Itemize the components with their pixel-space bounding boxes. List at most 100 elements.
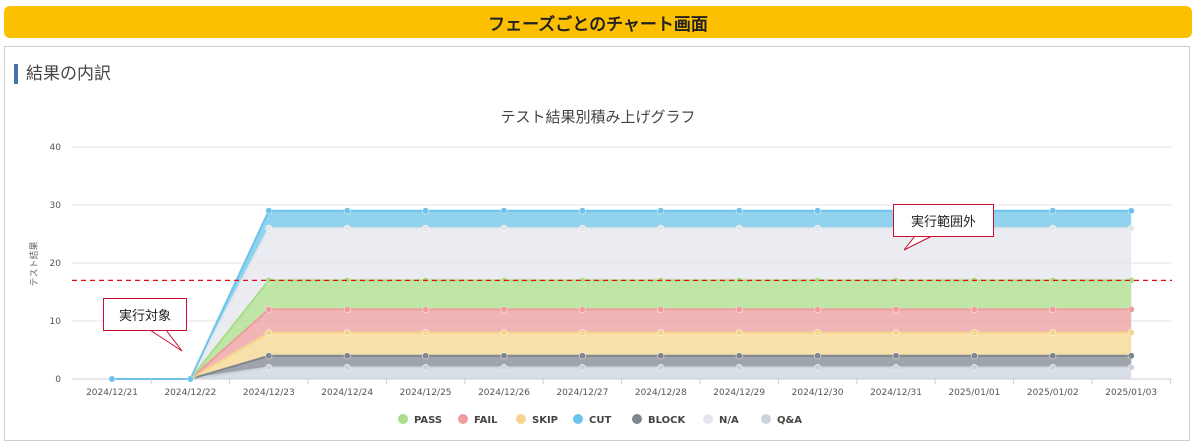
legend-marker-na	[703, 414, 713, 424]
section-title: 結果の内訳	[14, 64, 111, 84]
y-tick-label: 0	[55, 375, 61, 385]
page-banner: フェーズごとのチャート画面	[4, 6, 1192, 38]
data-point-fail	[657, 305, 665, 313]
data-point-qa	[578, 363, 586, 371]
data-point-skip	[1049, 329, 1057, 337]
data-point-qa	[892, 363, 900, 371]
data-point-cut	[1049, 207, 1057, 215]
data-point-cut	[108, 375, 116, 383]
data-point-skip	[814, 329, 822, 337]
data-point-skip	[1127, 329, 1135, 337]
callout-executed: 実行対象	[103, 298, 187, 331]
data-point-block	[578, 352, 586, 360]
data-point-qa	[265, 363, 273, 371]
data-point-cut	[657, 207, 665, 215]
legend-marker-block	[632, 414, 642, 424]
data-point-na	[500, 224, 508, 232]
data-point-fail	[422, 305, 430, 313]
y-axis-label: テスト結果	[28, 241, 40, 286]
data-point-block	[343, 352, 351, 360]
data-point-skip	[657, 329, 665, 337]
x-tick-label: 2024/12/24	[321, 388, 373, 398]
data-point-na	[735, 224, 743, 232]
data-point-cut	[265, 207, 273, 215]
data-point-skip	[578, 329, 586, 337]
legend-label: SKIP	[532, 415, 558, 426]
x-tick-label: 2024/12/22	[164, 388, 216, 398]
data-point-fail	[970, 305, 978, 313]
series-line-block	[112, 354, 1132, 380]
y-tick-label: 20	[50, 259, 62, 269]
data-point-skip	[500, 329, 508, 337]
x-tick-label: 2024/12/26	[478, 388, 530, 398]
data-point-block	[1127, 352, 1135, 360]
legend-marker-pass	[398, 414, 408, 424]
y-tick-label: 40	[50, 143, 62, 153]
legend-label: Q&A	[777, 415, 802, 426]
x-tick-label: 2024/12/30	[792, 388, 844, 398]
data-point-block	[892, 352, 900, 360]
data-point-cut	[735, 207, 743, 215]
y-tick-label: 30	[50, 201, 62, 211]
results-panel	[4, 46, 1190, 441]
area-pass	[112, 280, 1132, 379]
legend-label: FAIL	[474, 415, 498, 426]
area-fail	[112, 309, 1132, 379]
data-point-qa	[735, 363, 743, 371]
x-tick-label: 2025/01/02	[1027, 388, 1079, 398]
data-point-fail	[1049, 305, 1057, 313]
legend-label: PASS	[414, 415, 442, 426]
series-line-skip	[112, 331, 1132, 380]
data-point-qa	[1127, 363, 1135, 371]
data-point-qa	[1049, 363, 1057, 371]
legend-label: CUT	[589, 415, 611, 426]
data-point-cut	[186, 375, 194, 383]
data-point-block	[1049, 352, 1057, 360]
data-point-na	[422, 224, 430, 232]
data-point-qa	[500, 363, 508, 371]
banner-title: フェーズごとのチャート画面	[488, 14, 708, 35]
data-point-na	[657, 224, 665, 232]
chart-title: テスト結果別積み上げグラフ	[500, 108, 695, 126]
x-tick-label: 2025/01/01	[948, 388, 1000, 398]
data-point-cut	[578, 207, 586, 215]
data-point-fail	[814, 305, 822, 313]
data-point-fail	[578, 305, 586, 313]
data-point-qa	[343, 363, 351, 371]
data-point-fail	[735, 305, 743, 313]
data-point-qa	[814, 363, 822, 371]
data-point-cut	[500, 207, 508, 215]
data-point-na	[578, 224, 586, 232]
series-line-fail	[112, 308, 1132, 380]
data-point-cut	[422, 207, 430, 215]
data-point-qa	[657, 363, 665, 371]
data-point-skip	[265, 329, 273, 337]
legend-marker-fail	[458, 414, 468, 424]
series-line-qa	[112, 366, 1132, 380]
data-point-na	[1127, 224, 1135, 232]
data-point-skip	[892, 329, 900, 337]
data-point-block	[814, 352, 822, 360]
data-point-skip	[970, 329, 978, 337]
data-point-cut	[814, 207, 822, 215]
data-point-qa	[970, 363, 978, 371]
data-point-skip	[422, 329, 430, 337]
x-tick-label: 2024/12/31	[870, 388, 922, 398]
callout-out-of-range-text: 実行範囲外	[910, 215, 976, 230]
data-point-block	[657, 352, 665, 360]
data-point-na	[265, 224, 273, 232]
x-tick-label: 2025/01/03	[1105, 388, 1157, 398]
data-point-skip	[343, 329, 351, 337]
data-point-skip	[735, 329, 743, 337]
data-point-cut	[1127, 207, 1135, 215]
data-point-fail	[892, 305, 900, 313]
legend-label: BLOCK	[648, 415, 686, 426]
data-point-block	[500, 352, 508, 360]
x-tick-label: 2024/12/27	[556, 388, 608, 398]
data-point-block	[735, 352, 743, 360]
data-point-block	[970, 352, 978, 360]
data-point-block	[265, 352, 273, 360]
legend-marker-skip	[516, 414, 526, 424]
data-point-block	[422, 352, 430, 360]
